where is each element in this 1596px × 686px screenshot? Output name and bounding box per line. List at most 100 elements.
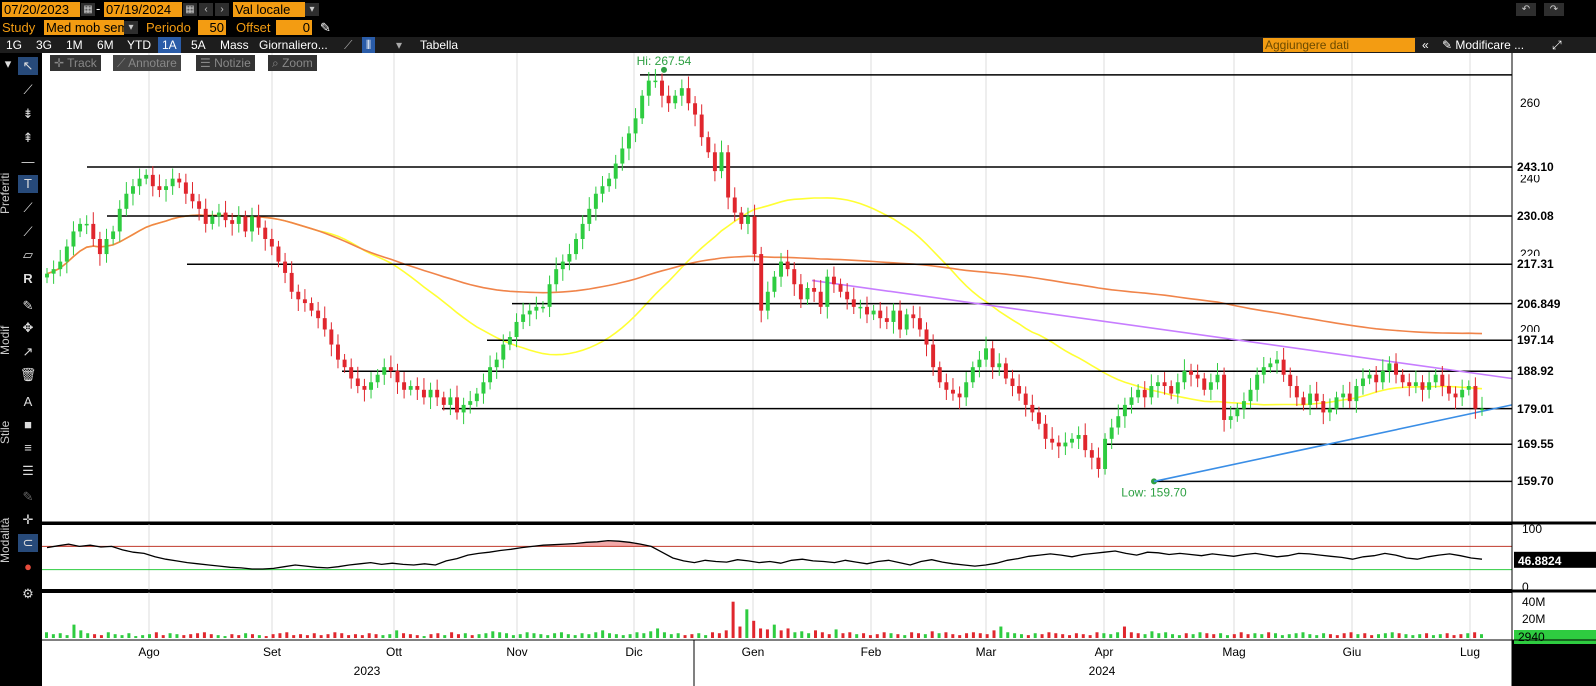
date-from-field[interactable]: 07/20/2023 (2, 2, 80, 17)
date-to-field[interactable]: 07/19/2024 (104, 2, 182, 17)
volume-bar (1253, 633, 1257, 638)
annotate-button[interactable]: ⟋ Annotare (113, 55, 181, 71)
horizontal-levels: Hi: 267.54 Low: 159.70 (87, 54, 1512, 499)
pencil-icon[interactable]: ✎ (320, 20, 331, 35)
trendline-icon[interactable]: ⟋ (23, 200, 33, 215)
candle-body (944, 382, 949, 390)
trendlines (811, 279, 1513, 483)
volume-bar (532, 633, 536, 638)
high-marker (661, 66, 667, 73)
drawing-sidebar: ▾ ↖ ⟋ ⇟ ⇞ — T ⟋ ⟋ ▱ R ✎ ✥ ↗ 🗑 A ■ ≡ ☰ ✎ … (0, 53, 42, 686)
volume-bar (662, 632, 666, 638)
select-arrow-icon[interactable]: ↗ (22, 344, 34, 359)
level-tag: 179.01 (1514, 400, 1557, 417)
palette-icon[interactable]: ● (24, 559, 32, 574)
channel-icon[interactable]: ▱ (23, 247, 33, 262)
chevron-down-icon[interactable]: ▾ (305, 3, 319, 16)
modify-button[interactable]: ✎ Modificare ... (1442, 38, 1525, 52)
calendar-icon[interactable]: ▦ (183, 3, 197, 16)
crosshair-icon[interactable]: ✛ (22, 512, 34, 527)
candle-body (1427, 382, 1432, 390)
range-1a[interactable]: 1A (158, 37, 181, 53)
volume-bar (731, 601, 735, 638)
settings-gear-icon[interactable]: ⚙ (22, 586, 34, 601)
candle-body (117, 208, 122, 232)
volume-bar (1356, 634, 1360, 638)
range-5a[interactable]: 5A (191, 38, 206, 52)
edit-pen-icon[interactable]: ✎ (22, 298, 34, 313)
candle-body (1189, 370, 1194, 375)
candle-body (342, 359, 347, 368)
pointer-icon[interactable]: ↖ (18, 57, 38, 75)
chevron-down-icon[interactable]: ▾ (396, 38, 403, 52)
range-6m[interactable]: 6M (97, 38, 114, 52)
track-button[interactable]: ✛ Track (50, 55, 101, 71)
candle-body (1321, 401, 1326, 413)
horizontal-line-icon[interactable]: — (21, 154, 35, 169)
line-weight-icon[interactable]: ≡ (24, 440, 32, 455)
news-button[interactable]: ☰ Notizie (196, 55, 255, 71)
candle-body (752, 216, 757, 255)
draw-line-icon[interactable]: ⟋ (23, 82, 33, 97)
line-chart-icon[interactable]: ⟋ (344, 38, 353, 52)
move-icon[interactable]: ✥ (22, 320, 34, 335)
range-mass[interactable]: Mass (220, 38, 249, 52)
candle-chart-icon[interactable]: ⫴ (362, 37, 376, 53)
volume-bar (1026, 635, 1030, 638)
regression-icon[interactable]: R (23, 271, 33, 286)
expand-icon[interactable]: ⤢ (1552, 38, 1562, 52)
candle-body (276, 246, 281, 262)
volume-bar (120, 635, 124, 638)
range-1m[interactable]: 1M (66, 38, 83, 52)
candle-body (1354, 386, 1359, 402)
zoom-button[interactable]: ⌕ Zoom (268, 55, 317, 71)
range-ytd[interactable]: YTD (127, 38, 151, 52)
candlesticks (45, 68, 1484, 478)
text-tool-icon[interactable]: T (18, 175, 38, 193)
candle-body (250, 216, 254, 232)
volume-bar (374, 634, 378, 638)
undo-icon[interactable]: ↶ (1516, 3, 1536, 16)
font-style-icon[interactable]: A (23, 394, 33, 409)
interval-select[interactable]: Giornaliero... (259, 38, 328, 52)
volume-bar (86, 633, 90, 638)
volume-bar (1246, 634, 1250, 638)
fib-percent-icon[interactable]: ⇟ (22, 106, 34, 121)
candle-body (408, 386, 413, 390)
volume-bar (807, 633, 811, 638)
volume-bar (676, 633, 680, 638)
currency-select[interactable]: Val locale (233, 2, 305, 17)
fib-dollar-icon[interactable]: ⇞ (22, 130, 34, 145)
candle-body (421, 389, 426, 398)
ray-icon[interactable]: ⟋ (23, 224, 33, 239)
candle-body (580, 223, 585, 239)
chevron-down-icon[interactable]: ▾ (124, 21, 138, 34)
volume-bar (717, 633, 721, 638)
offset-input[interactable]: 0 (276, 20, 312, 35)
period-input[interactable]: 50 (198, 20, 226, 35)
volume-bar (992, 630, 996, 638)
table-button[interactable]: Tabella (420, 38, 459, 52)
fill-color-icon[interactable]: ■ (24, 417, 32, 432)
range-1g[interactable]: 1G (6, 38, 23, 52)
line-style-icon[interactable]: ☰ (22, 463, 34, 478)
trash-icon[interactable]: 🗑 (19, 367, 37, 382)
candle-body (646, 80, 651, 96)
collapse-arrow-icon[interactable]: ▾ (4, 56, 12, 71)
calendar-icon[interactable]: ▦ (81, 3, 95, 16)
candle-body (1235, 408, 1240, 417)
study-select[interactable]: Med mob sem (44, 20, 124, 35)
add-data-input[interactable]: Aggiungere dati (1263, 38, 1415, 52)
price-tick-label: 260 (1520, 96, 1540, 110)
volume-bar (1459, 634, 1463, 638)
volume-bar (971, 632, 975, 638)
next-arrow-icon[interactable]: › (215, 3, 229, 16)
range-3g[interactable]: 3G (36, 38, 53, 52)
candle-body (230, 220, 235, 224)
magnet-icon[interactable]: ⊂ (18, 534, 38, 552)
collapse-icon[interactable]: « (1422, 38, 1429, 52)
prev-arrow-icon[interactable]: ‹ (199, 3, 213, 16)
volume-bar (422, 636, 426, 638)
redo-icon[interactable]: ↷ (1544, 3, 1564, 16)
